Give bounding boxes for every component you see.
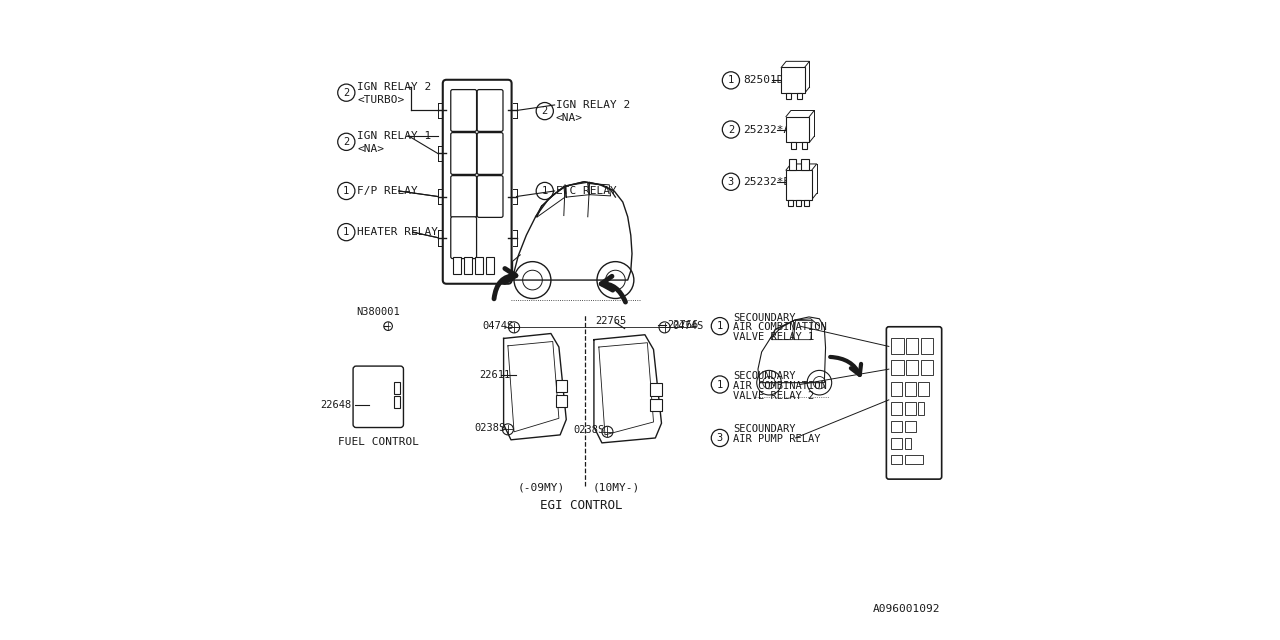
FancyBboxPatch shape: [451, 132, 476, 174]
Text: F/P RELAY: F/P RELAY: [357, 186, 419, 196]
FancyArrowPatch shape: [831, 357, 861, 375]
Text: FUEL CONTROL: FUEL CONTROL: [338, 436, 419, 447]
Text: 2: 2: [728, 125, 733, 134]
Text: A096001092: A096001092: [873, 604, 940, 614]
Text: AIR PUMP RELAY: AIR PUMP RELAY: [733, 434, 820, 444]
Bar: [556, 395, 567, 407]
Text: SECOUNDARY: SECOUNDARY: [733, 424, 796, 435]
Text: 1: 1: [541, 186, 548, 196]
Bar: [920, 360, 933, 375]
Bar: [650, 383, 662, 396]
Bar: [891, 360, 904, 375]
Bar: [786, 170, 812, 200]
Text: 3: 3: [728, 177, 733, 187]
Bar: [796, 200, 801, 205]
Text: 2: 2: [343, 88, 349, 98]
FancyBboxPatch shape: [886, 327, 942, 479]
FancyBboxPatch shape: [353, 366, 403, 428]
Bar: [463, 257, 472, 274]
FancyArrowPatch shape: [602, 276, 626, 302]
Bar: [906, 360, 918, 375]
Bar: [788, 200, 794, 205]
Text: 22765: 22765: [595, 316, 626, 326]
Bar: [905, 455, 923, 465]
Text: 0238S: 0238S: [573, 425, 605, 435]
Text: 82501D: 82501D: [744, 76, 783, 85]
Bar: [394, 381, 401, 394]
Bar: [801, 159, 809, 170]
Text: <NA>: <NA>: [556, 113, 582, 124]
Bar: [891, 382, 902, 396]
Text: 25232*B: 25232*B: [744, 177, 791, 187]
Text: 22648: 22648: [320, 400, 351, 410]
Text: 22611: 22611: [479, 371, 511, 380]
Text: HEATER RELAY: HEATER RELAY: [357, 227, 438, 237]
Text: 0238S: 0238S: [474, 422, 506, 433]
FancyBboxPatch shape: [477, 175, 503, 218]
Text: <TURBO>: <TURBO>: [357, 95, 404, 105]
Bar: [891, 455, 902, 465]
Bar: [803, 143, 806, 148]
Text: IGN RELAY 2: IGN RELAY 2: [556, 100, 630, 110]
Bar: [918, 382, 929, 396]
Bar: [905, 438, 911, 449]
Text: 2: 2: [343, 137, 349, 147]
FancyBboxPatch shape: [443, 80, 512, 284]
Bar: [453, 257, 461, 274]
Bar: [891, 339, 904, 354]
Text: AIR COMBINATION: AIR COMBINATION: [733, 323, 827, 332]
Text: VALVE RELAY 1: VALVE RELAY 1: [733, 332, 814, 342]
Bar: [786, 116, 809, 143]
Text: IGN RELAY 1: IGN RELAY 1: [357, 131, 431, 141]
Bar: [905, 402, 916, 415]
Bar: [905, 382, 916, 396]
Bar: [786, 93, 791, 99]
Bar: [905, 421, 916, 433]
Bar: [650, 399, 662, 411]
Bar: [394, 396, 401, 408]
Bar: [797, 93, 803, 99]
Text: 25232*A: 25232*A: [744, 125, 791, 134]
Bar: [486, 257, 494, 274]
Bar: [556, 380, 567, 392]
Text: <NA>: <NA>: [357, 144, 384, 154]
Text: (10MY-): (10MY-): [593, 482, 640, 492]
Text: 1: 1: [717, 380, 723, 390]
Bar: [891, 402, 902, 415]
Bar: [781, 67, 805, 93]
Text: 0474S: 0474S: [672, 321, 703, 330]
Text: SECOUNDARY: SECOUNDARY: [733, 312, 796, 323]
Text: 22766: 22766: [667, 320, 699, 330]
Text: 0474S: 0474S: [483, 321, 513, 330]
FancyBboxPatch shape: [451, 217, 476, 259]
Text: 1: 1: [343, 186, 349, 196]
Text: 1: 1: [728, 76, 733, 85]
Text: (-09MY): (-09MY): [518, 482, 566, 492]
FancyBboxPatch shape: [451, 90, 476, 131]
Bar: [891, 438, 902, 449]
FancyArrowPatch shape: [494, 269, 516, 299]
Bar: [791, 143, 796, 148]
Bar: [891, 421, 902, 433]
Text: 3: 3: [717, 433, 723, 443]
Text: IGN RELAY 2: IGN RELAY 2: [357, 81, 431, 92]
Text: SECOUNDARY: SECOUNDARY: [733, 371, 796, 381]
Bar: [475, 257, 484, 274]
Text: ETC RELAY: ETC RELAY: [556, 186, 617, 196]
Text: 1: 1: [717, 321, 723, 331]
Bar: [918, 402, 924, 415]
FancyBboxPatch shape: [477, 132, 503, 174]
FancyBboxPatch shape: [451, 175, 476, 218]
Bar: [920, 339, 933, 354]
Text: 2: 2: [541, 106, 548, 116]
Bar: [804, 200, 809, 205]
Text: AIR COMBINATION: AIR COMBINATION: [733, 381, 827, 391]
Text: N380001: N380001: [356, 307, 399, 317]
FancyBboxPatch shape: [477, 90, 503, 131]
Text: EGI CONTROL: EGI CONTROL: [540, 499, 623, 512]
Bar: [906, 339, 918, 354]
Text: VALVE RELAY 2: VALVE RELAY 2: [733, 390, 814, 401]
Text: 1: 1: [343, 227, 349, 237]
Bar: [788, 159, 796, 170]
